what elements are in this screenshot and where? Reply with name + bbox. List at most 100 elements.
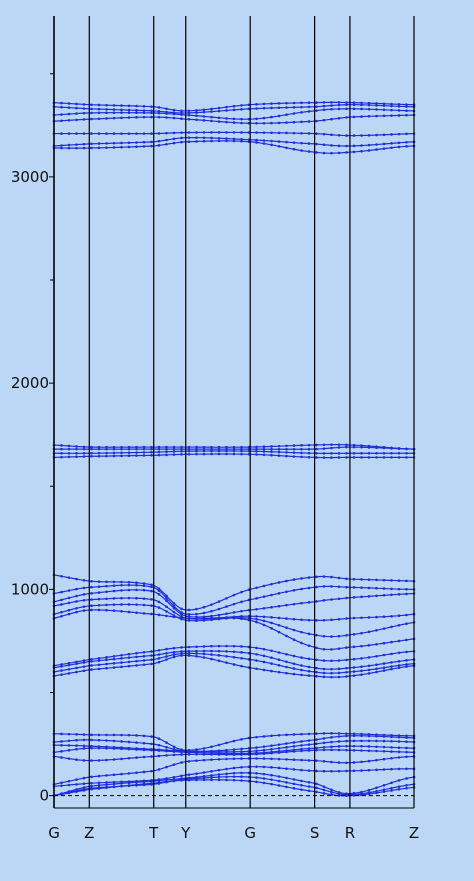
band-point [397, 587, 401, 591]
band-point [352, 657, 356, 661]
band-point [232, 117, 236, 121]
band-point [337, 761, 341, 764]
band-point [390, 640, 393, 644]
band-point [202, 115, 206, 118]
band-point [322, 118, 326, 122]
band-point [157, 587, 161, 590]
band-point [60, 756, 63, 759]
band-point [135, 581, 138, 585]
band-point [165, 765, 168, 769]
band-point [285, 454, 288, 458]
band-point [142, 109, 146, 112]
band-point [382, 102, 386, 106]
band-point [255, 746, 258, 749]
band-point [240, 447, 243, 451]
band-point [322, 785, 326, 788]
band-point [322, 447, 326, 450]
band-point [405, 140, 408, 144]
band-point [345, 748, 348, 752]
band-point [285, 579, 288, 583]
band-point [75, 112, 78, 115]
band-point [127, 104, 131, 108]
band-point [90, 132, 93, 135]
band-point [262, 450, 266, 453]
band-point [270, 662, 273, 665]
band-point [150, 783, 153, 786]
band-point [67, 757, 71, 760]
band-point [315, 674, 318, 678]
band-point [180, 449, 183, 453]
band-point [82, 111, 86, 115]
band-point [112, 597, 116, 600]
band-point [60, 119, 63, 123]
band-point [150, 105, 153, 108]
band-point [292, 112, 296, 115]
band-point [225, 120, 228, 124]
band-point [135, 655, 138, 659]
band-point [150, 612, 153, 616]
band-point [195, 654, 198, 658]
band-point [277, 454, 281, 457]
band-point [82, 661, 86, 664]
band-point [307, 601, 311, 604]
band-point [270, 656, 273, 659]
band-point [97, 111, 101, 115]
band-point [390, 786, 393, 790]
band-point [292, 654, 296, 658]
band-point [300, 601, 303, 605]
band-point [82, 665, 86, 668]
band-point [142, 779, 146, 783]
band-point [285, 447, 288, 451]
band-point [337, 116, 341, 120]
band-point [397, 740, 401, 743]
band-point [105, 733, 108, 737]
band-point [67, 146, 71, 150]
band-point [195, 607, 198, 611]
band-point [307, 657, 311, 661]
band-point [60, 610, 63, 614]
band-point [292, 578, 296, 581]
band-point [315, 119, 318, 123]
band-point [262, 447, 266, 451]
band-point [202, 645, 206, 648]
band-point [345, 443, 348, 447]
band-point [142, 734, 146, 738]
band-point [352, 632, 356, 636]
band-point [352, 616, 356, 620]
band-point [270, 131, 273, 135]
band-point [360, 115, 363, 118]
band-point [232, 663, 236, 666]
band-point [360, 657, 363, 660]
band-point [277, 450, 281, 454]
band-point [195, 447, 198, 451]
band-point [360, 595, 363, 599]
kpoint-label: S [310, 824, 320, 842]
band-point [285, 733, 288, 737]
band-point [165, 453, 168, 457]
y-tick-label: 2000 [11, 374, 49, 392]
band-point [255, 772, 258, 775]
band-point [142, 140, 146, 144]
band-point [202, 775, 206, 778]
band-point [225, 661, 228, 664]
band-point [352, 761, 356, 764]
band-point [390, 579, 393, 582]
band-point [397, 664, 401, 667]
band-point [112, 132, 116, 135]
band-point [277, 131, 281, 135]
band-point [217, 120, 221, 123]
band-point [390, 746, 393, 749]
band-point [307, 759, 311, 762]
band-point [330, 790, 333, 794]
band-point [255, 667, 258, 671]
band-point [75, 783, 78, 786]
band-point [120, 657, 123, 660]
band-point [367, 643, 371, 647]
band-point [255, 617, 258, 621]
band-point [262, 772, 266, 776]
band-point [217, 106, 221, 110]
band-point [292, 758, 296, 762]
band-point [97, 146, 101, 150]
band-point [300, 744, 303, 747]
band-point [292, 745, 296, 748]
